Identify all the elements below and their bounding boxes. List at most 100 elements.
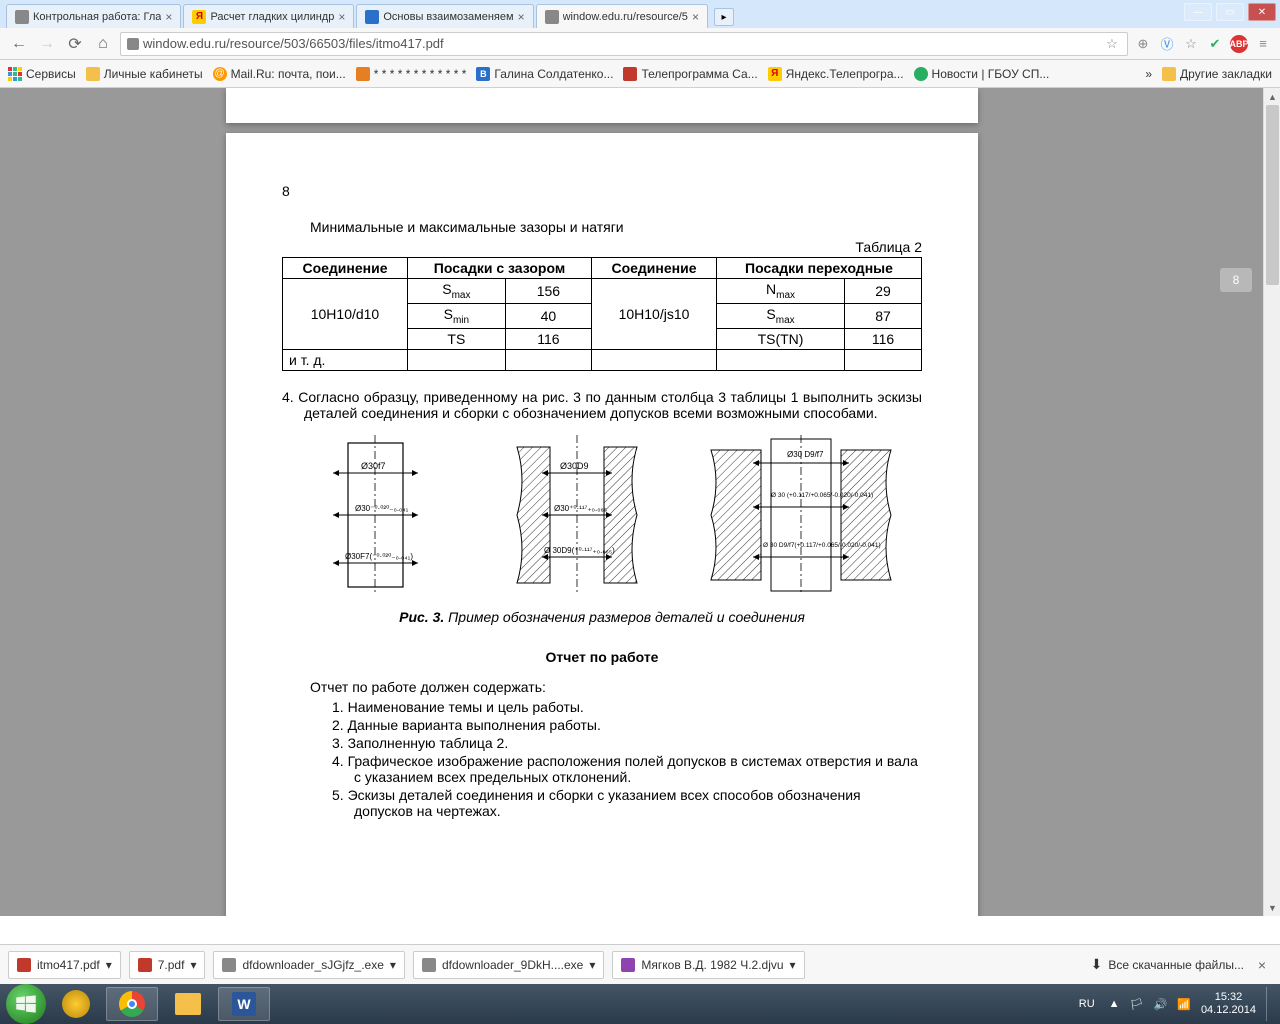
bm-folder[interactable]: Личные кабинеты [86,67,203,81]
folder-icon [175,993,201,1015]
ext-icon-3[interactable]: ☆ [1182,35,1200,53]
tab-2[interactable]: ЯРасчет гладких цилиндр× [183,4,354,28]
report-item: 5. Эскизы деталей соединения и сборки с … [304,787,922,819]
close-icon[interactable]: × [518,10,525,24]
svg-text:Ø 30D9(⁺⁰·¹¹⁷₊₀.₀₆₅): Ø 30D9(⁺⁰·¹¹⁷₊₀.₀₆₅) [544,546,615,555]
volume-icon[interactable]: 🔊 [1154,998,1168,1011]
scroll-thumb[interactable] [1266,105,1279,285]
chevron-down-icon[interactable]: ▾ [390,958,396,972]
page-icon [365,10,379,24]
scroll-down-button[interactable]: ▼ [1264,899,1280,916]
apps-icon [8,67,22,81]
bm-news[interactable]: Новости | ГБОУ СП... [914,67,1050,81]
toolbar: ← → ⟳ ⌂ ☆ ⊕ Ⓥ ☆ ✔ ABP ≡ [0,28,1280,60]
language-indicator[interactable]: RU [1075,996,1099,1012]
site-icon: @ [213,67,227,81]
download-item[interactable]: itmo417.pdf▾ [8,951,121,979]
vertical-scrollbar[interactable]: ▲ ▼ [1263,88,1280,916]
svg-text:Ø 30 (+0.117/+0.065/-0.020/-0.: Ø 30 (+0.117/+0.065/-0.020/-0.041) [771,492,873,499]
bm-tv[interactable]: Телепрограмма Са... [623,67,757,81]
bm-other[interactable]: Другие закладки [1162,67,1272,81]
svg-text:Ø 30 D9/f7(+0.117/+0.065/-0.02: Ø 30 D9/f7(+0.117/+0.065/-0.020/-0.041) [763,542,881,549]
bm-label: Сервисы [26,67,76,81]
chevron-down-icon[interactable]: ▾ [589,958,595,972]
start-button[interactable] [6,984,46,1024]
bm-label: * * * * * * * * * * * * [374,67,467,81]
site-icon: B [476,67,490,81]
chrome-menu-icon[interactable]: ≡ [1254,35,1272,53]
bm-label: Телепрограмма Са... [641,67,757,81]
sketch-shaft: Ø30f7 Ø30⁻⁰·⁰²⁰₋₀.₀₄₁ Ø30F7(⁻⁰·⁰²⁰₋₀.₀₄₁… [303,435,453,595]
bm-vk[interactable]: BГалина Солдатенко... [476,67,613,81]
figure-row: Ø30f7 Ø30⁻⁰·⁰²⁰₋₀.₀₄₁ Ø30F7(⁻⁰·⁰²⁰₋₀.₀₄₁… [282,435,922,595]
svg-text:Ø30⁻⁰·⁰²⁰₋₀.₀₄₁: Ø30⁻⁰·⁰²⁰₋₀.₀₄₁ [355,504,409,513]
task-word[interactable]: W [218,987,270,1021]
download-item[interactable]: dfdownloader_sJGjfz_.exe▾ [213,951,404,979]
clock[interactable]: 15:3204.12.2014 [1201,991,1256,1017]
bm-label: Новости | ГБОУ СП... [932,67,1050,81]
table-label: Таблица 2 [282,239,922,255]
close-icon[interactable]: × [338,10,345,24]
site-icon: Я [768,67,782,81]
window-close[interactable]: ✕ [1248,3,1276,21]
figure-caption: Рис. 3. Пример обозначения размеров дета… [282,609,922,625]
task-explorer[interactable] [162,987,214,1021]
chevron-down-icon[interactable]: ▾ [106,958,112,972]
folder-icon [1162,67,1176,81]
bm-ok[interactable]: * * * * * * * * * * * * [356,67,467,81]
bm-apps[interactable]: Сервисы [8,67,76,81]
page-number: 8 [282,183,922,199]
tab-4-active[interactable]: window.edu.ru/resource/5× [536,4,708,28]
show-all-downloads[interactable]: ⬇Все скачанные файлы... [1091,956,1244,973]
sketch-assembly: Ø30 D9/f7 Ø 30 (+0.117/+0.065/-0.020/-0.… [701,435,901,595]
window-minimize[interactable]: — [1184,3,1212,21]
bm-label: Яндекс.Телепрогра... [786,67,904,81]
chevron-down-icon[interactable]: ▾ [790,958,796,972]
bm-yandex-tv[interactable]: Я Яндекс.Телепрогра... [768,67,904,81]
ext-icon-4[interactable]: ✔ [1206,35,1224,53]
download-item[interactable]: 7.pdf▾ [129,951,206,979]
bm-mailru[interactable]: @Mail.Ru: почта, пои... [213,67,346,81]
tabstrip: Контрольная работа: Гла× ЯРасчет гладких… [0,0,1280,28]
page-icon [15,10,29,24]
ext-icon-abp[interactable]: ABP [1230,35,1248,53]
network-icon[interactable]: 📶 [1177,998,1191,1011]
cell [845,349,922,370]
task-chrome[interactable] [106,987,158,1021]
ext-icon-1[interactable]: ⊕ [1134,35,1152,53]
home-button[interactable]: ⌂ [92,33,114,55]
window-maximize[interactable]: ▭ [1216,3,1244,21]
close-icon[interactable]: × [692,10,699,24]
file-icon [621,958,635,972]
back-button[interactable]: ← [8,33,30,55]
downloads-close[interactable]: × [1252,957,1272,973]
address-bar[interactable]: ☆ [120,32,1128,56]
cell: Smax [407,279,505,304]
bookmark-star-icon[interactable]: ☆ [1103,35,1121,53]
tray-icon[interactable]: ▲ [1109,998,1120,1010]
bookmarks-bar: Сервисы Личные кабинеты @Mail.Ru: почта,… [0,60,1280,88]
action-center-icon[interactable]: 🏳 [1130,998,1144,1011]
chevron-down-icon[interactable]: ▾ [190,958,196,972]
download-item[interactable]: Мягков В.Д. 1982 Ч.2.djvu ▾ [612,951,804,979]
report-item: 3. Заполненную таблица 2. [304,735,922,751]
downloads-bar: itmo417.pdf▾ 7.pdf▾ dfdownloader_sJGjfz_… [0,944,1280,984]
tab-1[interactable]: Контрольная работа: Гла× [6,4,181,28]
task-app-1[interactable] [50,987,102,1021]
url-input[interactable] [143,36,1099,51]
forward-button[interactable]: → [36,33,58,55]
show-desktop[interactable] [1266,987,1274,1021]
close-icon[interactable]: × [165,10,172,24]
bm-overflow-chevron[interactable]: » [1145,67,1152,81]
scroll-up-button[interactable]: ▲ [1264,88,1280,105]
cell [505,349,591,370]
tab-3[interactable]: Основы взаимозаменяем× [356,4,533,28]
cell: 116 [845,328,922,349]
file-name: Мягков В.Д. 1982 Ч.2.djvu [641,958,783,972]
th: Посадки переходные [716,258,921,279]
taskbar: W RU ▲ 🏳 🔊 📶 15:3204.12.2014 [0,984,1280,1024]
reload-button[interactable]: ⟳ [64,33,86,55]
ext-icon-2[interactable]: Ⓥ [1158,35,1176,53]
new-tab-button[interactable]: ▸ [714,8,734,26]
download-item[interactable]: dfdownloader_9DkH....exe▾ [413,951,604,979]
